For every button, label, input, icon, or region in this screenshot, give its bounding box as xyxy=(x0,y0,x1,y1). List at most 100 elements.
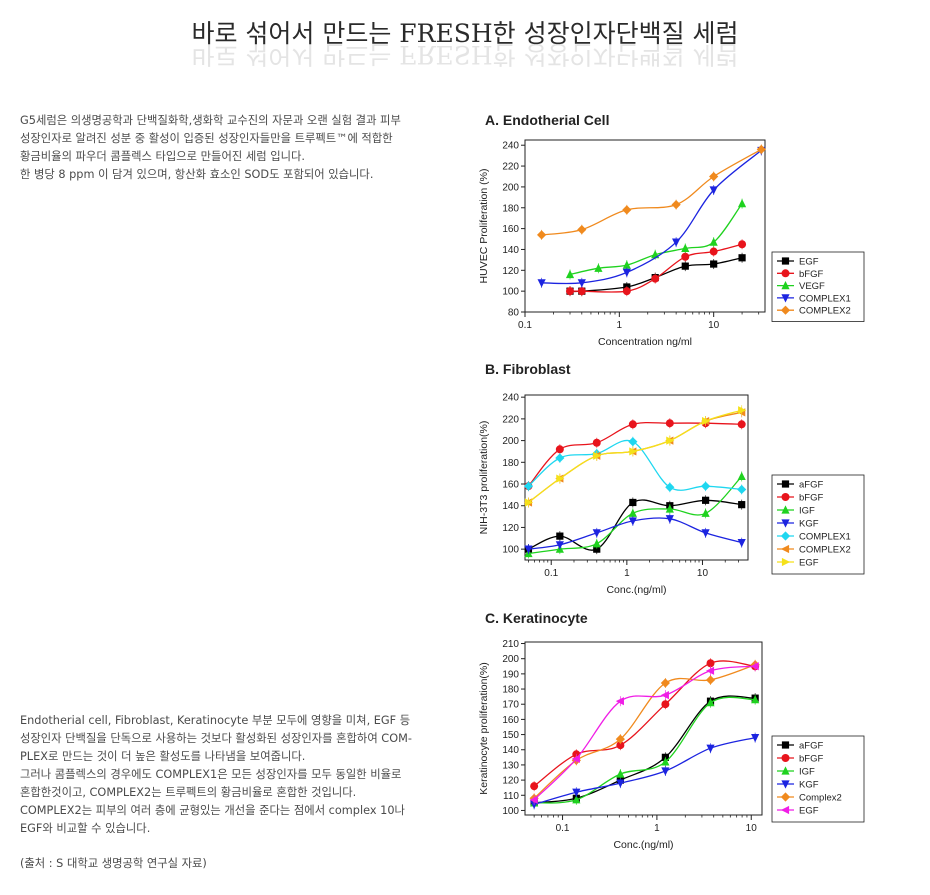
conclusion-line: 성장인자 단백질을 단독으로 사용하는 것보다 활성화된 성장인자를 혼합하여 … xyxy=(20,732,412,745)
data-point xyxy=(661,700,670,709)
y-tick-label: 120 xyxy=(502,523,519,534)
x-tick-label: 10 xyxy=(746,823,758,834)
data-point xyxy=(571,754,580,763)
panel-title-keratinocyte: C. Keratinocyte xyxy=(485,610,588,626)
y-tick-label: 100 xyxy=(502,545,519,556)
y-tick-label: 200 xyxy=(502,654,519,665)
x-tick-label: 10 xyxy=(697,568,709,579)
y-tick-label: 80 xyxy=(508,308,520,319)
legend-marker xyxy=(781,505,790,514)
legend-label: COMPLEX2 xyxy=(799,545,851,556)
y-tick-label: 170 xyxy=(502,700,519,711)
legend-marker xyxy=(781,257,790,265)
data-point xyxy=(556,532,564,540)
plot-frame xyxy=(524,394,749,561)
conclusion-line: EGF와 비교할 수 있습니다. xyxy=(20,822,151,835)
page-title-reflection: 바로 섞어서 만드는 FRESH한 성장인자단백질 세럼 xyxy=(191,44,739,69)
y-tick-label: 100 xyxy=(502,806,519,817)
y-tick-label: 220 xyxy=(502,162,519,173)
data-point xyxy=(615,697,624,706)
legend-label: COMPLEX2 xyxy=(799,306,851,317)
panel-title-fibroblast: B. Fibroblast xyxy=(485,361,571,377)
data-point xyxy=(616,769,625,778)
data-point xyxy=(577,279,586,288)
data-point xyxy=(555,541,564,550)
data-point xyxy=(751,734,760,743)
plot-frame xyxy=(524,139,766,313)
legend-label: bFGF xyxy=(799,754,823,765)
legend-label: Complex2 xyxy=(799,793,842,804)
y-tick-label: 240 xyxy=(502,393,519,404)
y-tick-label: 100 xyxy=(502,287,519,298)
data-point xyxy=(702,416,711,426)
legend-label: KGF xyxy=(799,519,819,530)
series-line xyxy=(533,736,756,806)
legend-marker xyxy=(781,557,791,567)
data-point xyxy=(665,515,674,524)
legend-marker xyxy=(781,780,790,789)
legend-label: VEGF xyxy=(799,281,825,292)
legend-marker xyxy=(781,281,790,290)
data-point xyxy=(524,498,534,507)
source-note: (출처 : S 대학교 생명공학 연구실 자료) xyxy=(20,857,207,870)
y-tick-label: 180 xyxy=(502,203,519,214)
data-point xyxy=(702,496,710,504)
conclusion-line: 그러나 콤플렉스의 경우에도 COMPLEX1은 모든 성장인자를 모두 동일한… xyxy=(20,768,402,781)
y-tick-label: 190 xyxy=(502,669,519,680)
data-point xyxy=(737,420,746,429)
page-title: 바로 섞어서 만드는 FRESH한 성장인자단백질 세럼 xyxy=(191,19,739,48)
data-point xyxy=(750,662,759,671)
data-point xyxy=(710,260,718,268)
data-point xyxy=(706,659,715,668)
legend-marker xyxy=(781,754,790,762)
data-point xyxy=(616,741,625,750)
data-point xyxy=(622,260,631,269)
data-point xyxy=(565,269,575,279)
data-point xyxy=(577,287,586,296)
legend-marker xyxy=(780,544,790,554)
data-point xyxy=(629,498,637,507)
data-point xyxy=(661,767,670,776)
legend-marker xyxy=(781,741,790,749)
data-point xyxy=(701,529,710,538)
legend-marker xyxy=(781,493,790,501)
y-tick-label: 180 xyxy=(502,685,519,696)
x-tick-label: 0.1 xyxy=(544,568,558,579)
legend-label: IGF xyxy=(799,767,815,778)
data-point xyxy=(524,545,533,554)
y-tick-label: 120 xyxy=(502,266,519,277)
data-point xyxy=(529,795,538,804)
data-point xyxy=(556,474,565,483)
y-tick-label: 200 xyxy=(502,182,519,193)
conclusion-line: PLEX로 만드는 것이 더 높은 활성도를 나타냄을 보여줍니다. xyxy=(20,750,306,763)
data-point xyxy=(737,198,747,208)
data-point xyxy=(660,678,670,688)
data-point xyxy=(756,144,766,154)
series-line xyxy=(533,664,756,799)
intro-line: 황금비율의 파우더 콤플렉스 타입으로 만들어진 세럼 입니다. xyxy=(20,150,305,163)
data-point xyxy=(622,268,631,277)
x-tick-label: 10 xyxy=(708,320,720,331)
data-point xyxy=(705,675,716,685)
data-point xyxy=(628,508,637,517)
data-point xyxy=(629,447,638,456)
intro-paragraph: G5세럼은 의생명공학과 단백질화학,생화학 교수진의 자문과 오랜 실험 결과… xyxy=(20,112,450,184)
legend-label: COMPLEX1 xyxy=(799,532,851,543)
legend-marker xyxy=(781,519,790,528)
data-point xyxy=(751,695,760,704)
plot-frame xyxy=(524,641,763,816)
legend-marker xyxy=(780,531,791,541)
data-point xyxy=(738,406,747,415)
series-line xyxy=(534,696,756,804)
series-line xyxy=(533,660,756,787)
legend-marker xyxy=(781,294,790,303)
data-point xyxy=(572,788,581,797)
y-tick-label: 210 xyxy=(502,639,519,650)
y-axis-label: HUVEC Proliferation (%) xyxy=(478,169,490,284)
x-tick-label: 1 xyxy=(654,823,660,834)
conclusion-line: COMPLEX2는 피부의 여러 층에 균형있는 개선을 준다는 점에서 com… xyxy=(20,804,405,817)
data-point xyxy=(665,504,674,513)
intro-line: G5세럼은 의생명공학과 단백질화학,생화학 교수진의 자문과 오랜 실험 결과… xyxy=(20,114,401,127)
x-axis-label: Concentration ng/ml xyxy=(598,336,692,348)
